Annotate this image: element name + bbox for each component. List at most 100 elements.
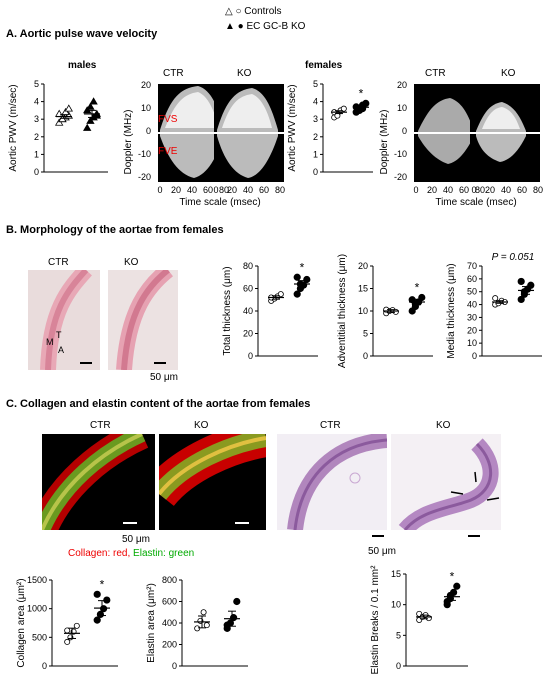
y-tick-label: 800 [162,575,177,585]
significance-marker: * [300,260,305,274]
y-tick-label: 20 [243,329,253,339]
data-point [362,99,370,107]
y-tick-label: 0 [472,351,477,361]
data-point [194,625,201,632]
doppler-f-ytick: -10 [394,149,407,159]
y-tick-label: 60 [243,284,253,294]
doppler-m-xtick: 60 [259,185,269,195]
chart-elastin-breaks: 0 5 10 15 Elastin Breaks / 0.1 mm² * [370,565,468,675]
chart-media-thickness: 0 10 20 30 40 50 60 70 Media thickness (μm) P = 0… [446,252,542,361]
fvs-label: FVS [158,114,178,125]
doppler-m-ytick: 0 [146,126,151,136]
y-tick-label: 20 [467,325,477,335]
y-tick-label: 0 [34,167,39,177]
y-tick-label: 0 [172,661,177,671]
y-tick-label: 70 [467,261,477,271]
stain-ctr-label: CTR [90,420,111,431]
data-point [293,290,301,298]
doppler-ctr-m-label: CTR [163,68,184,79]
scale-bar-c1 [123,522,137,524]
data-point [103,596,111,604]
doppler-males: Doppler (MHz) 20 10 0 -10 -20 FVS FVE 0 … [123,80,285,208]
y-tick-label: 5 [313,79,318,89]
doppler-f-xtick: 40 [443,185,453,195]
chart-elastin-area: 0 200 400 600 800 Elastin area (μm²) [146,575,248,671]
y-tick-label: 5 [363,329,368,339]
doppler-f-xlabel: Time scale (msec) [435,197,516,208]
histo-ko-label: KO [124,257,139,268]
elastin-caption: Elastin: green [133,548,195,559]
data-point [453,582,461,590]
y-tick-label: 60 [467,274,477,284]
histo-ctr-label: CTR [48,257,69,268]
histology-ko-image [108,270,178,370]
doppler-ko-m-label: KO [237,68,252,79]
y-tick-label: 4 [34,97,39,107]
doppler-m-xtick: 40 [187,185,197,195]
doppler-f-xtick: 40 [501,185,511,195]
data-point [492,295,499,302]
doppler-m-ytick: -20 [138,172,151,182]
data-point [230,614,238,622]
y-tick-label: 40 [243,306,253,316]
significance-marker: * [415,281,420,295]
y-tick-label: 0 [396,661,401,671]
legend-ko-symbols: ▲ ● [225,21,244,32]
data-point [55,109,64,117]
y-tick-label: 0 [363,351,368,361]
y-tick-label: 50 [467,287,477,297]
y-tick-label: 2 [313,132,318,142]
section-a-title: A. Aortic pulse wave velocity [6,28,158,40]
elastin-ctr-image [277,434,387,530]
y-tick-label: 1000 [27,604,47,614]
doppler-m-xtick: 0 [157,185,162,195]
y-axis-label: Adventitial thickness (μm) [337,254,348,368]
data-point [73,622,80,629]
legend-controls: △ ○ Controls [225,4,305,19]
data-point [303,275,311,284]
section-c-title: C. Collagen and elastin content of the a… [6,398,311,410]
he-ctr-label: CTR [320,420,341,431]
chart-total-thickness: 0 20 40 60 80 Total thickness (μm) * [222,260,318,361]
y-tick-label: 0 [313,167,318,177]
collagen-caption: Collagen: red, [68,548,131,559]
y-tick-label: 80 [243,261,253,271]
doppler-ctr-female-envelope [418,98,474,164]
scale-bar-c2 [235,522,249,524]
picrosirius-ko-image [159,434,266,530]
section-b-title: B. Morphology of the aortae from females [6,224,224,236]
y-tick-label: 0 [42,661,47,671]
data-point [443,597,451,606]
layer-t-label: T [56,330,62,340]
scale-bar-c3 [372,535,384,537]
data-point [233,597,241,606]
picrosirius-ctr-image [42,434,155,530]
y-tick-label: 200 [162,640,177,650]
y-axis-label: Elastin Breaks / 0.1 mm² [370,565,381,675]
doppler-m-xtick: 20 [227,185,237,195]
scale-label-c2: 50 μm [368,546,396,557]
y-tick-label: 2 [34,132,39,142]
legend-controls-symbols: △ ○ [225,6,242,17]
y-axis-label: Media thickness (μm) [446,263,457,358]
doppler-ctr-male-bright [165,92,219,128]
chart-adventitial-thickness: 0 5 10 15 20 Adventitial thickness (μm) * [337,254,433,368]
data-point [64,638,71,645]
doppler-m-ylabel: Doppler (MHz) [123,109,134,174]
data-point [55,118,64,126]
y-tick-label: 1 [313,149,318,159]
y-tick-label: 10 [358,306,368,316]
y-tick-label: 5 [34,79,39,89]
females-label: females [305,60,343,71]
doppler-m-xlabel: Time scale (msec) [179,197,260,208]
y-tick-label: 30 [467,312,477,322]
data-point [200,609,207,616]
y-tick-label: 20 [358,261,368,271]
doppler-f-xtick: 60 [459,185,469,195]
legend-ko-label: EC GC-B KO [246,21,306,32]
doppler-ko-male-bright [222,94,272,128]
fve-label: FVE [158,146,178,157]
y-tick-label: 600 [162,597,177,607]
y-tick-label: 400 [162,618,177,628]
